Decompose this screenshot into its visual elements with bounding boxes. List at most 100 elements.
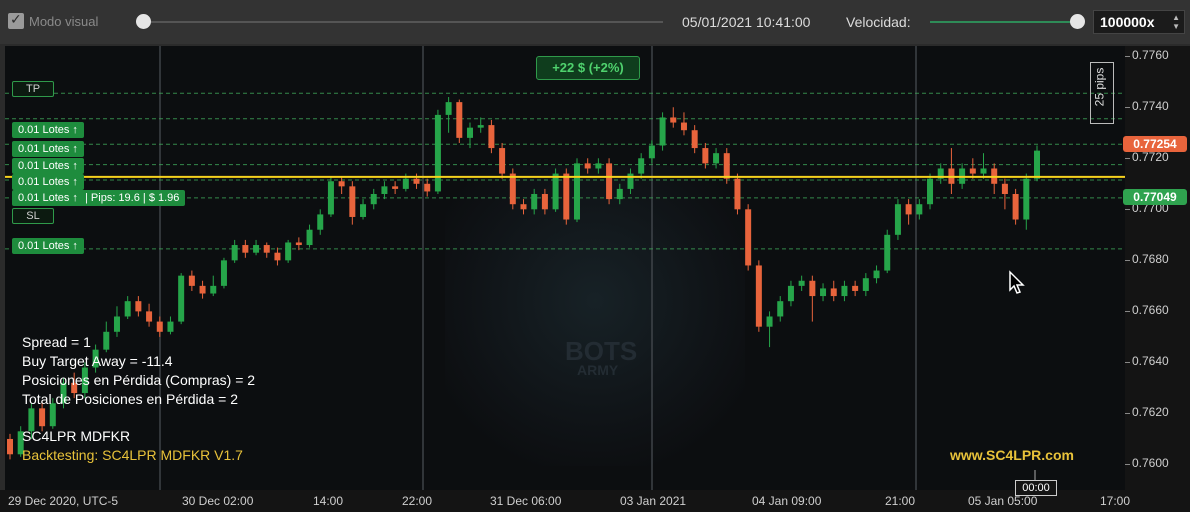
time-axis-label: 22:00	[402, 494, 433, 508]
candle-body	[103, 331, 110, 350]
candle-body	[830, 288, 837, 297]
time-axis[interactable]	[0, 490, 1190, 512]
sl-badge[interactable]: SL	[12, 208, 54, 224]
candle-body	[927, 178, 934, 205]
lot-badge[interactable]: 0.01 Lotes ↑	[12, 174, 84, 190]
candle-body	[894, 204, 901, 235]
pips-label: 25 pips	[1092, 67, 1107, 107]
candle-body	[659, 117, 666, 146]
price-tag-buy: 0.77049	[1123, 189, 1187, 205]
candle-body	[392, 186, 399, 189]
candle-body	[541, 194, 548, 210]
candle-body	[49, 403, 56, 427]
speed-spinner-icon[interactable]: ▲ ▼	[1172, 13, 1180, 31]
candle-body	[39, 408, 46, 427]
candle-body	[17, 431, 24, 455]
candle-body	[798, 280, 805, 286]
candle-body	[584, 163, 591, 169]
candle-body	[787, 285, 794, 302]
candle-body	[841, 285, 848, 297]
timeline-slider-thumb[interactable]	[136, 14, 151, 29]
lot-badge[interactable]: 0.01 Lotes ↑	[12, 238, 84, 254]
speed-slider-track[interactable]	[930, 21, 1078, 23]
candle-body	[488, 125, 495, 149]
candle-body	[124, 301, 131, 317]
candle-body	[156, 321, 163, 332]
price-tag-sell: 0.77254	[1123, 136, 1187, 152]
candle-body	[980, 168, 987, 174]
candle-body	[1012, 194, 1019, 220]
candle-body	[370, 194, 377, 205]
website-link[interactable]: www.SC4LPR.com	[950, 447, 1074, 463]
info-backtesting: Backtesting: SC4LPR MDFKR V1.7	[22, 447, 243, 463]
price-axis-label: 0.7660	[1132, 303, 1169, 318]
price-axis-label: 0.7640	[1132, 354, 1169, 369]
price-axis[interactable]	[1125, 46, 1190, 490]
candle-body	[28, 408, 35, 432]
candle-body	[253, 245, 260, 253]
money-detail: $ 1.96	[148, 192, 180, 204]
crosshair-time: 00:00	[1015, 480, 1057, 496]
candle-body	[274, 252, 281, 261]
candle-body	[862, 278, 869, 291]
visual-mode-checkbox[interactable]	[8, 12, 24, 29]
candle-body	[263, 245, 270, 253]
lot-badge-active[interactable]: 0.01 Lotes ↑ | Pips: 19.6 | $ 1.96	[12, 190, 186, 206]
candle-body	[92, 349, 99, 368]
time-axis-label: 30 Dec 02:00	[182, 494, 254, 508]
speed-value: 100000x	[1100, 14, 1155, 30]
candle-body	[648, 145, 655, 159]
time-axis-label: 05 Jan 05:00	[968, 494, 1038, 508]
candle-body	[81, 367, 88, 394]
lot-label: 0.01 Lotes ↑	[18, 192, 78, 204]
candle-body	[734, 178, 741, 210]
candle-body	[7, 438, 13, 455]
candle-body	[199, 285, 206, 294]
price-axis-label: 0.7760	[1132, 48, 1169, 63]
price-axis-tick	[1125, 413, 1130, 415]
chart-area[interactable]: BOTS ARMY	[5, 46, 1125, 490]
profit-badge: +22 $ (+2%)	[536, 56, 640, 80]
lot-badge[interactable]: 0.01 Lotes ↑	[12, 158, 84, 174]
candle-body	[937, 168, 944, 179]
candle-body	[210, 285, 217, 294]
candle-body	[477, 125, 484, 128]
price-axis-label: 0.7720	[1132, 150, 1169, 165]
candle-body	[509, 173, 516, 205]
time-axis-label: 29 Dec 2020, UTC-5	[8, 494, 119, 508]
mouse-cursor-icon	[1009, 270, 1025, 294]
pips-ruler	[1090, 62, 1114, 124]
candle-body	[135, 301, 142, 312]
candle-body	[456, 102, 463, 138]
candle-body	[873, 270, 880, 279]
lot-badge[interactable]: 0.01 Lotes ↑	[12, 141, 84, 157]
info-ea-name: SC4LPR MDFKR	[22, 428, 131, 444]
tp-badge[interactable]: TP	[12, 81, 54, 97]
price-axis-tick	[1125, 107, 1130, 109]
time-axis-label: 31 Dec 06:00	[490, 494, 562, 508]
price-axis-tick	[1125, 311, 1130, 313]
candle-body	[295, 242, 302, 246]
price-axis-tick	[1125, 158, 1130, 160]
price-axis-tick	[1125, 362, 1130, 364]
candle-body	[1001, 183, 1008, 194]
candle-body	[349, 186, 356, 217]
price-axis-label: 0.7680	[1132, 252, 1169, 267]
candle-body	[884, 234, 891, 271]
candle-body	[691, 130, 698, 149]
time-axis-label: 03 Jan 2021	[620, 494, 687, 508]
timeline-slider-track[interactable]	[143, 21, 663, 23]
candle-body	[616, 188, 623, 200]
candle-body	[573, 163, 580, 220]
candle-body	[178, 275, 185, 322]
candle-body	[327, 181, 334, 215]
candle-body	[531, 194, 538, 210]
lot-badge[interactable]: 0.01 Lotes ↑	[12, 122, 84, 138]
candle-body	[60, 382, 67, 404]
speed-input[interactable]: 100000x ▲ ▼	[1093, 10, 1185, 34]
candle-body	[242, 245, 249, 253]
speed-slider-thumb[interactable]	[1070, 14, 1085, 29]
candle-body	[520, 204, 527, 210]
candle-body	[777, 301, 784, 317]
